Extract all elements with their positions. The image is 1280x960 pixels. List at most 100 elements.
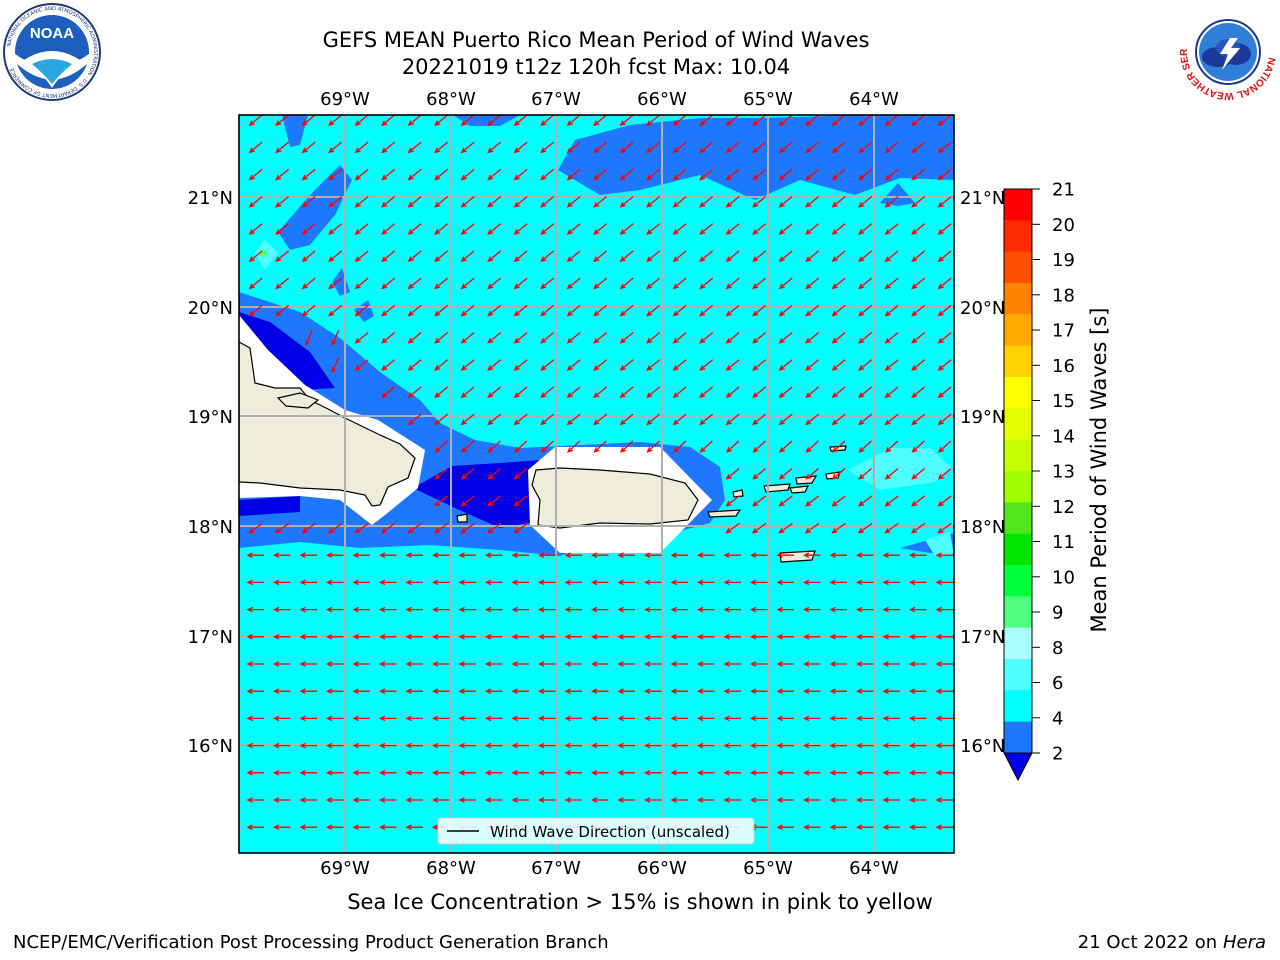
wind-wave-arrow [911,195,926,208]
wind-wave-arrow [407,304,422,317]
wind-wave-arrow [460,413,475,426]
wind-wave-arrow [858,195,873,208]
wind-wave-arrow [646,250,661,263]
nws-logo-icon: NATIONAL WEATHER SERVICE [1178,2,1277,101]
wind-wave-arrow [328,304,343,317]
wind-wave-arrow [911,495,926,507]
wind-wave-arrow [750,634,768,640]
wind-wave-arrow [301,223,316,235]
wind-wave-arrow [379,579,397,586]
wind-wave-arrow [487,168,502,181]
lon-label-top: 66°W [637,89,687,110]
wind-wave-arrow [805,168,820,181]
wind-wave-arrow [566,250,581,263]
chart-title-line2: 20221019 t12z 120h fcst Max: 10.04 [401,55,791,79]
wind-wave-arrow [405,552,423,558]
wind-wave-arrow [407,195,422,208]
wind-wave-arrow [831,168,846,181]
wind-wave-arrow [752,359,767,371]
colorbar-tick-label: 4 [1052,708,1063,729]
wind-wave-arrow [723,688,741,694]
wind-wave-arrow [644,634,662,640]
wind-wave-arrow [326,606,344,613]
wind-wave-arrow [299,661,317,667]
wind-wave-arrow [381,115,396,127]
wind-wave-arrow [326,824,344,830]
wind-wave-arrow [405,797,423,803]
wind-wave-arrow [619,141,634,154]
wind-wave-arrow [487,141,502,154]
wind-wave-arrow [432,688,450,694]
wind-wave-arrow [566,195,581,208]
wind-wave-arrow [937,413,952,426]
wind-wave-arrow [699,386,714,399]
wind-wave-arrow [301,277,316,290]
wind-wave-arrow [723,552,741,558]
wind-wave-arrow [540,440,554,453]
wind-wave-arrow [911,359,926,371]
wind-wave-arrow [751,522,767,534]
wind-wave-arrow [858,277,873,290]
wind-wave-arrow [884,331,899,344]
wind-wave-arrow [328,115,343,127]
wind-wave-arrow [275,277,290,290]
wind-wave-arrow [750,552,768,558]
wind-wave-arrow [699,413,714,426]
wind-wave-arrow [725,277,740,290]
map-legend-label: Wind Wave Direction (unscaled) [490,823,730,841]
wind-wave-arrow [937,223,952,235]
colorbar-segment [1004,439,1032,472]
wind-wave-arrow [911,331,926,344]
wind-wave-arrow [805,413,820,426]
colorbar-segment [1004,721,1032,754]
wind-wave-arrow [301,250,316,263]
wind-wave-arrow [246,634,264,640]
footer-date: 21 Oct 2022 on Hera [1077,932,1266,953]
wind-wave-arrow [831,304,846,317]
wind-wave-arrow [778,195,793,208]
wind-wave-arrow [513,115,528,127]
wind-wave-arrow [540,141,555,154]
wind-wave-arrow [379,688,397,694]
colorbar-segment [1004,565,1032,597]
wind-wave-arrow [248,304,263,317]
wind-wave-arrow [750,715,768,722]
wind-wave-arrow [564,579,582,586]
lat-label-left: 20°N [188,298,233,319]
wind-wave-arrow [805,468,820,480]
wind-wave-arrow [354,168,369,181]
wind-wave-arrow [460,304,475,317]
wind-wave-arrow [856,770,874,776]
wind-wave-arrow [884,304,899,317]
colorbar-segment [1004,220,1032,253]
wind-wave-arrow [432,606,450,613]
wind-wave-arrow [672,331,687,344]
wind-wave-arrow [778,250,793,263]
lat-label-left: 16°N [188,736,233,757]
wind-wave-arrow [829,715,847,722]
wind-wave-arrow [485,797,503,803]
wind-wave-arrow [829,824,847,830]
wind-wave-arrow [778,522,793,534]
wind-wave-arrow [434,359,449,371]
wind-wave-arrow [273,715,291,722]
wind-wave-arrow [619,440,634,453]
wind-wave-arrow [432,797,450,803]
wind-wave-arrow [331,330,340,347]
wind-wave-arrow [935,606,953,613]
wind-wave-arrow [882,824,900,830]
wind-wave-arrow [752,115,767,127]
wind-wave-arrow [778,440,793,453]
wind-wave-arrow [672,440,687,453]
wind-wave-arrow [778,304,793,317]
wind-wave-arrow [405,661,423,667]
wind-wave-arrow [935,579,953,586]
wind-wave-arrow [273,606,291,613]
wind-wave-arrow [725,223,740,235]
wind-wave-arrow [326,634,344,640]
wind-wave-arrow [619,304,634,317]
wind-wave-arrow [301,195,316,208]
wind-wave-arrow [248,223,263,235]
wind-wave-arrow [511,715,529,722]
wind-wave-arrow [511,661,529,667]
